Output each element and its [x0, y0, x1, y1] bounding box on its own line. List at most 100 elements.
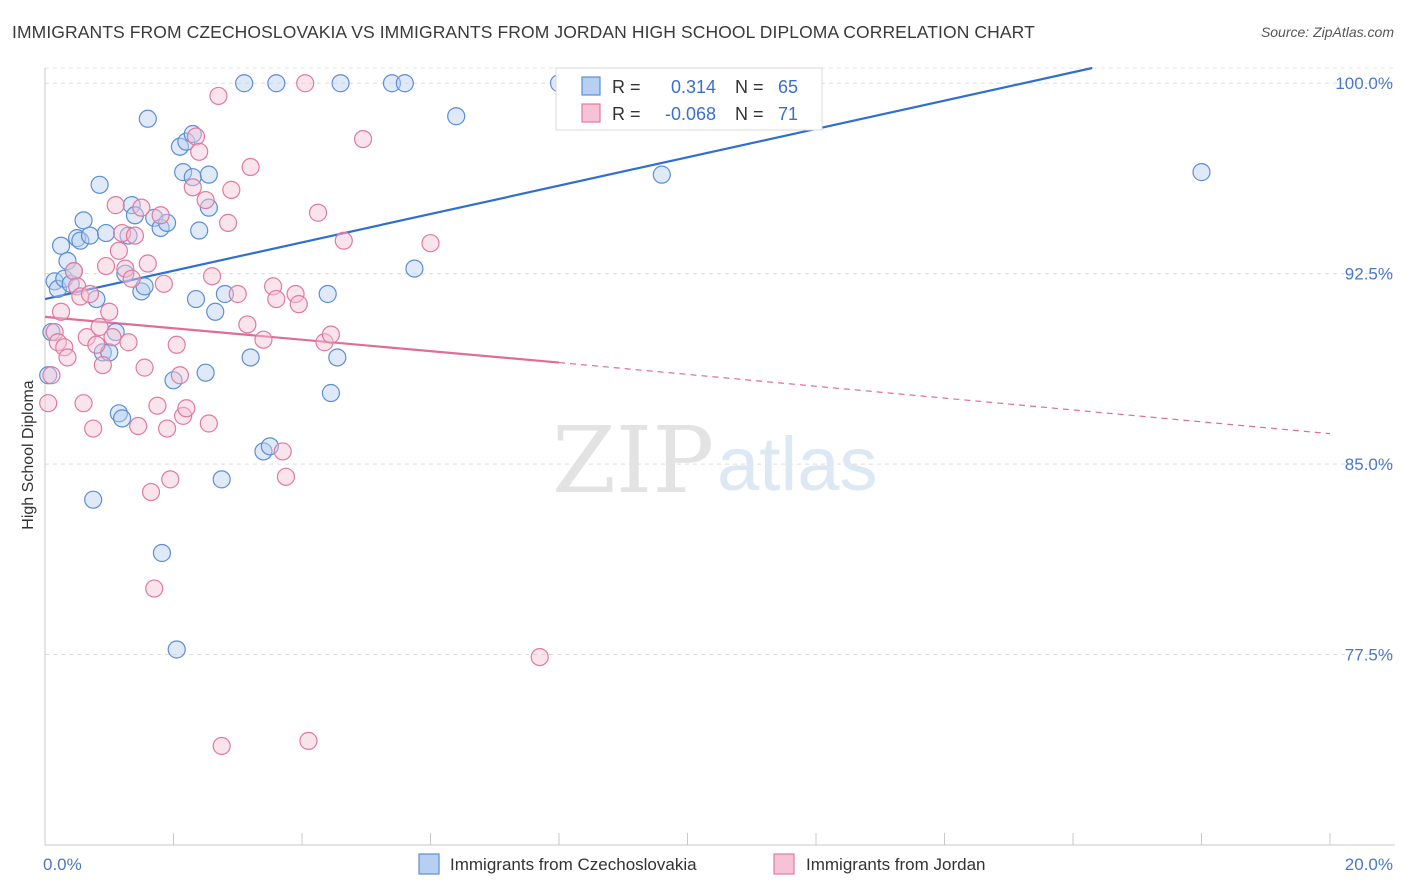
y-tick-label-2: 92.5% — [1345, 265, 1393, 284]
point-jordan-4 — [51, 302, 71, 321]
legend-n-value-2: 71 — [778, 104, 798, 124]
point-czechoslovakia-11 — [74, 211, 93, 230]
point-jordan-51 — [222, 180, 241, 199]
watermark-atlas: atlas — [717, 422, 878, 507]
tick-labels: 77.5% 85.0% 92.5% 100.0% 0.0% 20.0% — [43, 74, 1393, 874]
point-jordan-69 — [421, 234, 440, 253]
y-tick-label-0: 77.5% — [1345, 646, 1393, 665]
point-jordan-61 — [289, 295, 308, 314]
point-jordan-60 — [286, 284, 305, 304]
point-jordan-14 — [87, 335, 106, 354]
point-czechoslovakia-48 — [235, 74, 254, 93]
point-czechoslovakia-59 — [405, 259, 424, 278]
point-jordan-15 — [90, 317, 109, 337]
point-jordan-18 — [100, 302, 119, 321]
point-jordan-25 — [122, 269, 141, 288]
point-jordan-12 — [80, 284, 100, 304]
point-czechoslovakia-40 — [186, 289, 206, 309]
legend-swatch-jordan — [581, 103, 601, 123]
legend-r-label-1: R = — [612, 77, 641, 97]
point-czechoslovakia-20 — [109, 404, 128, 423]
point-jordan-17 — [96, 256, 116, 276]
point-czechoslovakia-52 — [267, 74, 286, 93]
point-jordan-26 — [125, 226, 145, 245]
point-czechoslovakia-15 — [90, 175, 109, 194]
point-jordan-13 — [84, 419, 103, 438]
point-jordan-36 — [157, 419, 177, 438]
point-jordan-28 — [132, 198, 151, 217]
point-czechoslovakia-57 — [382, 74, 402, 93]
point-jordan-57 — [267, 289, 286, 309]
point-czechoslovakia-41 — [190, 221, 209, 240]
point-czechoslovakia-47 — [215, 284, 234, 304]
point-czechoslovakia-37 — [177, 132, 196, 151]
legend-swatch-czechoslovakia — [581, 76, 601, 96]
point-jordan-54 — [241, 157, 260, 177]
point-czechoslovakia-6 — [58, 251, 77, 271]
point-jordan-41 — [177, 399, 196, 418]
point-jordan-58 — [273, 442, 292, 461]
point-czechoslovakia-10 — [71, 231, 90, 250]
point-jordan-59 — [276, 467, 296, 486]
bottom-legend-swatch-jordan — [773, 853, 795, 875]
point-jordan-43 — [186, 127, 206, 146]
trendline-czechoslovakia — [44, 66, 1093, 301]
point-jordan-6 — [58, 348, 77, 367]
point-jordan-7 — [64, 262, 84, 281]
point-czechoslovakia-34 — [167, 640, 186, 659]
legend-n-label-1: N = — [735, 77, 764, 97]
point-czechoslovakia-45 — [206, 302, 225, 321]
point-jordan-30 — [138, 254, 157, 273]
bottom-legend-swatch-czechoslovakia — [418, 853, 440, 875]
point-jordan-10 — [74, 394, 93, 413]
point-czechoslovakia-25 — [125, 206, 145, 225]
point-czechoslovakia-12 — [80, 226, 100, 245]
point-jordan-23 — [116, 259, 135, 278]
point-jordan-32 — [145, 579, 164, 598]
point-jordan-27 — [129, 416, 148, 436]
trendline-jordan-extension — [558, 361, 1331, 435]
point-jordan-33 — [148, 396, 167, 415]
point-jordan-63 — [299, 731, 318, 750]
legend-n-value-1: 65 — [778, 77, 798, 97]
point-czechoslovakia-63 — [1192, 163, 1211, 182]
bottom-legend: Immigrants from Czechoslovakia Immigrant… — [418, 853, 986, 875]
point-czechoslovakia-53 — [318, 284, 337, 304]
point-jordan-62 — [296, 74, 315, 93]
point-jordan-2 — [45, 322, 64, 342]
point-czechoslovakia-13 — [84, 490, 103, 509]
point-czechoslovakia-21 — [112, 409, 132, 428]
point-jordan-52 — [228, 284, 247, 304]
trendline-jordan — [44, 315, 560, 364]
point-jordan-67 — [334, 231, 353, 250]
chart-title: IMMIGRANTS FROM CZECHOSLOVAKIA VS IMMIGR… — [12, 22, 1035, 42]
point-jordan-38 — [167, 335, 186, 354]
point-jordan-49 — [212, 736, 231, 756]
y-tick-label-1: 85.0% — [1345, 455, 1393, 474]
point-jordan-29 — [135, 358, 154, 377]
point-czechoslovakia-17 — [96, 223, 116, 243]
point-jordan-5 — [55, 338, 74, 357]
legend-r-value-2: -0.068 — [665, 104, 716, 124]
point-czechoslovakia-4 — [51, 236, 71, 255]
point-czechoslovakia-28 — [138, 109, 157, 128]
point-jordan-45 — [196, 190, 215, 210]
point-jordan-0 — [39, 394, 58, 413]
point-jordan-16 — [93, 355, 112, 375]
point-jordan-68 — [353, 129, 373, 149]
point-jordan-55 — [254, 330, 273, 349]
point-jordan-37 — [161, 470, 180, 489]
point-czechoslovakia-19 — [106, 322, 125, 342]
point-jordan-31 — [141, 482, 161, 502]
point-czechoslovakia-58 — [395, 74, 414, 93]
point-jordan-47 — [202, 267, 222, 286]
legend-n-label-2: N = — [735, 104, 764, 124]
point-czechoslovakia-26 — [132, 282, 151, 301]
point-czechoslovakia-31 — [152, 543, 172, 563]
point-czechoslovakia-46 — [212, 470, 231, 489]
point-czechoslovakia-16 — [93, 343, 112, 362]
point-jordan-65 — [315, 333, 334, 352]
point-jordan-35 — [154, 274, 173, 293]
point-jordan-39 — [170, 366, 190, 385]
point-czechoslovakia-36 — [174, 163, 193, 182]
